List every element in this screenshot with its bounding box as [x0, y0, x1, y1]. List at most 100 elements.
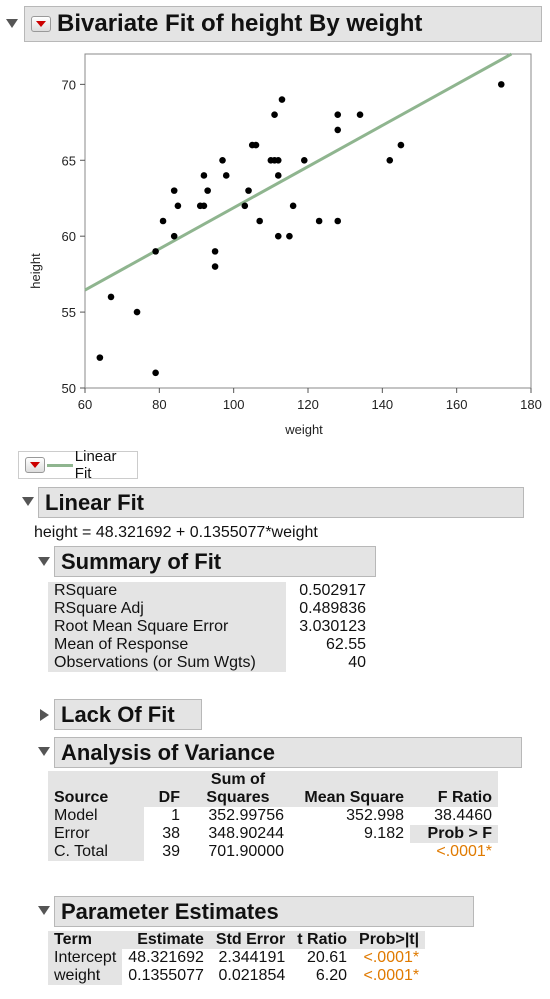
- y-tick-label: 60: [62, 229, 76, 244]
- linear-fit-title: Linear Fit: [45, 489, 145, 515]
- y-axis: 50 55 60 65 70: [62, 77, 85, 396]
- data-point[interactable]: [386, 156, 394, 164]
- anova-header-ms: Mean Square: [304, 789, 404, 806]
- param-t: 6.20: [315, 967, 348, 984]
- expand-lack-of-fit-icon[interactable]: [40, 709, 49, 721]
- lack-of-fit-title: Lack Of Fit: [61, 701, 175, 727]
- data-point[interactable]: [200, 172, 208, 179]
- summary-value: 62.55: [325, 636, 366, 653]
- data-point[interactable]: [133, 308, 141, 316]
- anova-ss: 348.90244: [208, 825, 284, 842]
- data-point[interactable]: [170, 187, 178, 194]
- param-term: Intercept: [48, 949, 123, 967]
- data-point[interactable]: [271, 111, 278, 119]
- plot-frame: [84, 53, 532, 389]
- anova-header-source: Source: [54, 789, 109, 806]
- x-tick-label: 180: [520, 397, 542, 412]
- summary-of-fit-table: RSquare 0.502917 RSquare Adj 0.489836 Root M…: [48, 582, 372, 672]
- x-tick-label: 120: [297, 397, 319, 412]
- collapse-param-icon[interactable]: [38, 906, 50, 915]
- legend-menu-button[interactable]: [25, 457, 45, 473]
- summary-value: 40: [348, 654, 366, 671]
- param-estimate: 0.1355077: [128, 967, 204, 984]
- anova-source: C. Total: [48, 843, 144, 861]
- data-point[interactable]: [274, 156, 282, 164]
- anova-ss: 701.90000: [208, 843, 284, 860]
- anova-header: Analysis of Variance: [54, 737, 522, 768]
- data-point[interactable]: [274, 232, 282, 240]
- summary-row: Mean of Response 62.55: [48, 636, 372, 654]
- anova-f: <.0001*: [436, 843, 492, 860]
- summary-label: Mean of Response: [48, 636, 286, 654]
- x-tick-label: 140: [371, 397, 393, 412]
- anova-header-df: DF: [158, 789, 180, 806]
- collapse-anova-icon[interactable]: [38, 747, 50, 756]
- summary-value: 0.489836: [299, 600, 366, 617]
- data-point[interactable]: [397, 141, 405, 149]
- data-point[interactable]: [170, 232, 178, 240]
- data-point[interactable]: [152, 369, 159, 377]
- data-point[interactable]: [278, 96, 286, 103]
- data-point[interactable]: [356, 111, 364, 119]
- summary-of-fit-header: Summary of Fit: [54, 546, 376, 577]
- anova-header-f: F Ratio: [437, 789, 492, 806]
- summary-value: 3.030123: [299, 618, 366, 635]
- data-point[interactable]: [107, 293, 115, 301]
- collapse-linear-fit-icon[interactable]: [22, 497, 34, 506]
- summary-row: Observations (or Sum Wgts) 40: [48, 654, 372, 672]
- param-header-t: t Ratio: [297, 931, 348, 948]
- collapse-report-icon[interactable]: [6, 19, 18, 28]
- data-point[interactable]: [274, 172, 282, 179]
- data-point[interactable]: [211, 248, 219, 255]
- anova-source: Model: [48, 807, 144, 825]
- data-point[interactable]: [286, 232, 293, 240]
- data-point[interactable]: [219, 156, 226, 164]
- x-tick-label: 60: [78, 397, 92, 412]
- data-point[interactable]: [241, 202, 249, 210]
- collapse-summary-icon[interactable]: [38, 557, 50, 566]
- data-point[interactable]: [200, 202, 208, 210]
- data-point[interactable]: [256, 217, 263, 225]
- anova-ms: 9.182: [363, 825, 404, 842]
- anova-ss: 352.99756: [208, 807, 284, 824]
- data-point[interactable]: [497, 81, 505, 88]
- y-tick-label: 70: [62, 77, 76, 92]
- data-point[interactable]: [334, 217, 342, 225]
- param-stderr: 2.344191: [218, 949, 286, 966]
- data-point[interactable]: [300, 156, 308, 164]
- x-tick-label: 160: [446, 397, 468, 412]
- anova-table: Source DF Sum of Mean Square F Ratio Squ…: [48, 771, 498, 861]
- param-header-estimate: Estimate: [137, 931, 204, 948]
- lack-of-fit-header[interactable]: Lack Of Fit: [54, 699, 202, 730]
- anova-row: C. Total 39 701.90000 <.0001*: [48, 843, 498, 861]
- data-point[interactable]: [252, 141, 260, 149]
- summary-label: Observations (or Sum Wgts): [48, 654, 286, 672]
- report-menu-button[interactable]: [31, 16, 51, 32]
- data-point[interactable]: [152, 248, 159, 255]
- param-t: 20.61: [306, 949, 348, 966]
- data-point[interactable]: [174, 202, 182, 210]
- data-point[interactable]: [211, 263, 219, 270]
- data-point[interactable]: [334, 111, 342, 119]
- data-point[interactable]: [222, 172, 230, 179]
- data-point[interactable]: [204, 187, 211, 194]
- data-point[interactable]: [159, 217, 167, 225]
- param-header-stderr: Std Error: [215, 931, 286, 948]
- summary-row: RSquare 0.502917: [48, 582, 372, 600]
- data-point[interactable]: [334, 126, 342, 134]
- fit-equation: height = 48.321692 + 0.1355077*weight: [34, 524, 318, 541]
- data-point[interactable]: [96, 354, 104, 361]
- param-estimates-title: Parameter Estimates: [61, 898, 279, 924]
- param-header-term: Term: [54, 931, 92, 948]
- param-row: weight 0.1355077 0.021854 6.20 <.0001*: [48, 967, 425, 985]
- anova-df: 38: [162, 825, 180, 842]
- data-point[interactable]: [289, 202, 297, 210]
- summary-value: 0.502917: [299, 582, 366, 599]
- x-axis-label: weight: [284, 422, 323, 437]
- data-point[interactable]: [315, 217, 323, 225]
- anova-row: Error 38 348.90244 9.182 Prob > F: [48, 825, 498, 843]
- data-point[interactable]: [245, 187, 252, 194]
- legend-label: Linear Fit: [74, 448, 117, 482]
- summary-label: RSquare Adj: [48, 600, 286, 618]
- summary-row: RSquare Adj 0.489836: [48, 600, 372, 618]
